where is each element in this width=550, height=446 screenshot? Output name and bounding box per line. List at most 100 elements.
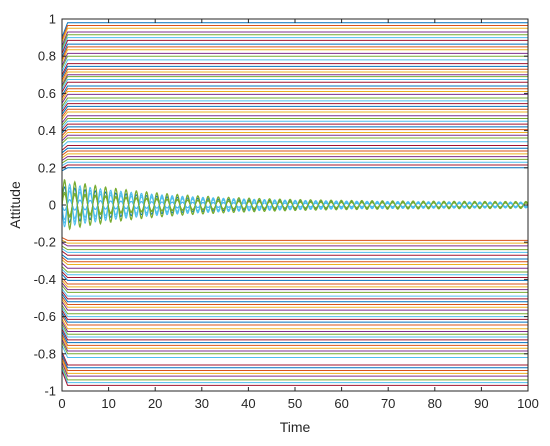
constant-series-line [61, 137, 528, 144]
x-tick-label: 30 [195, 396, 209, 411]
constant-series-line [61, 248, 528, 253]
constant-series-line [61, 134, 528, 142]
y-tick-label: -1 [44, 384, 56, 399]
constant-series-line [61, 266, 528, 273]
constant-series-line [61, 161, 528, 167]
constant-series-line [61, 328, 528, 341]
constant-series-line [61, 345, 528, 359]
y-tick-label: -0.2 [34, 235, 56, 250]
y-tick-label: -0.6 [34, 309, 56, 324]
constant-series-line [61, 285, 528, 293]
constant-series-line [61, 120, 528, 129]
constant-series-line [61, 105, 528, 115]
constant-series-line [61, 250, 528, 256]
x-tick-label: 40 [241, 396, 255, 411]
constant-series-line [61, 237, 528, 241]
series-layer [61, 22, 529, 386]
constant-series-line [61, 291, 528, 300]
constant-series-line [61, 59, 528, 72]
constant-series-line [61, 131, 528, 139]
y-tick-label: 0 [49, 198, 56, 213]
constant-series-line [61, 71, 528, 83]
constant-series-line [61, 254, 528, 260]
constant-series-line [61, 339, 528, 352]
constant-series-line [61, 341, 528, 355]
constant-series-line [61, 362, 528, 377]
constant-series-line [61, 279, 528, 288]
constant-series-line [61, 74, 528, 86]
oscillating-series-line [61, 182, 529, 228]
constant-series-line [61, 97, 528, 107]
y-tick-label: -0.8 [34, 346, 56, 361]
constant-series-line [61, 256, 528, 263]
constant-series-line [61, 326, 528, 338]
x-tick-label: 70 [381, 396, 395, 411]
constant-series-line [61, 34, 528, 49]
x-tick-label: 10 [101, 396, 115, 411]
constant-series-line [61, 144, 528, 151]
constant-series-line [61, 76, 528, 88]
x-axis-label: Time [280, 419, 311, 435]
constant-series-line [61, 158, 528, 164]
constant-series-line [61, 315, 528, 326]
constant-series-line [61, 164, 528, 169]
constant-series-line [61, 259, 528, 266]
constant-series-line [61, 91, 528, 101]
constant-series-line [61, 323, 528, 335]
constant-series-line [61, 22, 528, 38]
constant-series-line [61, 37, 528, 52]
constant-series-line [61, 115, 528, 124]
constant-series-line [61, 129, 528, 137]
constant-series-line [61, 357, 528, 372]
y-tick-label: 0.8 [38, 49, 56, 64]
constant-series-line [61, 321, 528, 332]
constant-series-line [61, 245, 528, 251]
y-tick-label: -0.4 [34, 272, 56, 287]
constant-series-line [61, 27, 528, 43]
constant-series-line [61, 365, 528, 381]
constant-series-line [61, 271, 528, 279]
constant-series-line [61, 359, 528, 374]
oscillating-series-line [61, 178, 529, 231]
constant-series-line [61, 333, 528, 346]
constant-series-line [61, 354, 528, 369]
constant-series-line [61, 298, 528, 308]
constant-series-line [61, 277, 528, 285]
constant-series-line [61, 52, 528, 66]
x-tick-label: 20 [148, 396, 162, 411]
constant-series-line [61, 239, 528, 244]
y-tick-label: 0.4 [38, 123, 56, 138]
constant-series-line [61, 296, 528, 306]
y-tick-label: 0.6 [38, 86, 56, 101]
constant-series-line [61, 81, 528, 93]
constant-series-line [61, 123, 528, 131]
constant-series-line [61, 309, 528, 320]
constant-series-line [61, 78, 528, 90]
constant-series-line [61, 49, 528, 63]
constant-series-line [61, 93, 528, 104]
constant-series-line [61, 282, 528, 291]
constant-series-line [61, 156, 528, 161]
constant-series-line [61, 307, 528, 318]
constant-series-line [61, 336, 528, 349]
constant-series-line [61, 68, 528, 81]
constant-series-line [61, 141, 528, 148]
y-axis-label: Attitude [7, 181, 23, 229]
x-tick-label: 90 [474, 396, 488, 411]
x-tick-label: 100 [517, 396, 539, 411]
constant-series-line [61, 304, 528, 315]
constant-series-line [61, 46, 528, 60]
x-tick-label: 0 [58, 396, 65, 411]
constant-series-line [61, 301, 528, 311]
constant-series-line [61, 63, 528, 76]
constant-series-line [61, 43, 528, 58]
tick-layer: 0 10 20 30 40 50 60 70 80 90 100-1-0.8-0.6-0.4-0.2… [34, 12, 539, 412]
constant-series-line [61, 31, 528, 47]
constant-series-line [61, 147, 528, 154]
constant-series-line [61, 108, 528, 118]
constant-series-line [61, 242, 528, 247]
constant-series-line [61, 88, 528, 99]
constant-series-line [61, 268, 528, 276]
constant-series-line [61, 118, 528, 126]
